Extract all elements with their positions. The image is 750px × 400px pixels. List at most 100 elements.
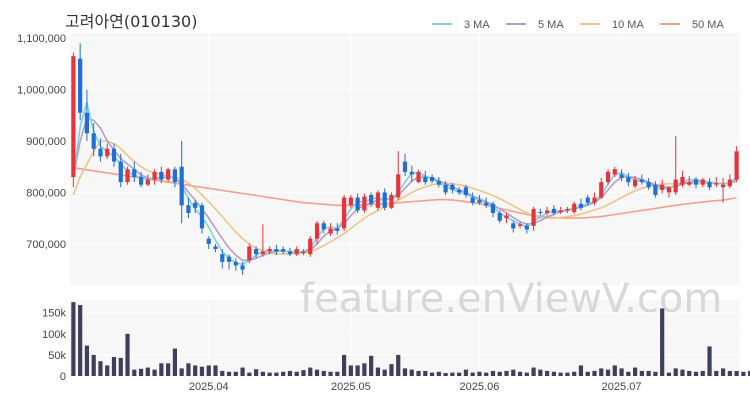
volume-bar [193,365,198,376]
candle [294,246,299,257]
candle-body [335,228,340,231]
candle-body [517,224,523,226]
candle [375,190,381,211]
candle-body [369,195,374,204]
volume-tick-label: 0 [60,371,66,383]
candle [355,193,360,213]
volume-bar [91,354,96,376]
candle-body [660,184,665,190]
volume-bar [213,365,218,376]
watermark: feature.enViewV.com [300,276,722,322]
candle [558,206,563,215]
candle-body [497,213,502,221]
candle-body [193,202,198,208]
volume-bar [348,365,353,376]
volume-bar [341,354,347,376]
candle-body [172,169,177,183]
candle-body [578,203,584,208]
volume-bar [355,365,360,376]
candle [369,192,374,207]
volume-bar [470,372,475,376]
candle-body [260,251,265,255]
volume-bar [145,367,150,376]
candle [578,198,584,211]
candle [247,243,252,264]
candle-body [599,182,604,198]
candle-body [450,184,455,190]
candle-body [687,182,692,185]
volume-tick-label: 150k [42,308,66,320]
candle [626,172,631,187]
candle-body [375,192,381,208]
volume-bar [612,365,617,376]
candle [98,138,103,162]
volume-bar [511,369,516,376]
legend-label: 5 MA [538,19,564,31]
candle [504,213,509,224]
candle [335,223,340,235]
candle-body [213,246,218,249]
volume-bar [240,367,245,376]
candle [159,166,164,184]
candle [517,222,523,229]
candle [720,178,726,203]
candle [118,153,123,188]
candle [633,175,638,189]
candle [186,197,191,219]
candle-body [720,184,726,188]
candle-body [233,261,238,266]
candle [666,186,672,198]
ma5-line [72,116,737,262]
candle-body [700,179,705,185]
volume-bar [389,364,394,376]
candle-body [247,246,252,261]
volume-bar [484,372,489,376]
candle [260,224,265,257]
volume-bar [565,372,570,376]
candle [687,175,692,187]
price-tick-label: 1,100,000 [17,33,66,45]
candle-body [274,249,279,252]
candle [490,201,496,218]
candle-body [362,196,367,211]
volume-bar [463,369,469,376]
candle-body [98,148,103,157]
candle-body [477,200,482,203]
candle [423,170,428,185]
candle [145,174,150,187]
candle-body [666,187,672,193]
date-tick-label: 2025.05 [331,381,371,393]
volume-bar [545,370,550,376]
volume-bar [118,357,123,376]
volume-bar [220,370,225,376]
date-tick-label: 2025.04 [189,381,229,393]
volume-bar [267,372,272,376]
volume-bar [172,348,177,376]
candle-body [558,210,563,212]
candle-body [294,249,299,255]
volume-bar [619,368,624,376]
date-tick-label: 2025.07 [602,381,642,393]
candle [389,192,394,209]
volume-bar [294,371,299,376]
volume-bar [375,367,381,376]
candle [538,208,543,216]
candle-body [490,203,496,213]
candle [402,153,408,176]
date-tick-label: 2025.06 [460,381,500,393]
candle [612,166,617,177]
candle-body [321,223,326,230]
volume-bar [125,333,130,376]
candle [179,141,184,224]
volume-bar [423,370,428,376]
candle [240,261,245,275]
volume-bar [274,372,279,376]
volume-tick-label: 100k [42,329,66,341]
candle-body [308,238,313,255]
candle-body [301,251,306,254]
candle-body [463,187,469,195]
volume-bar [490,370,496,376]
candle [734,146,739,183]
candle-body [612,169,617,175]
